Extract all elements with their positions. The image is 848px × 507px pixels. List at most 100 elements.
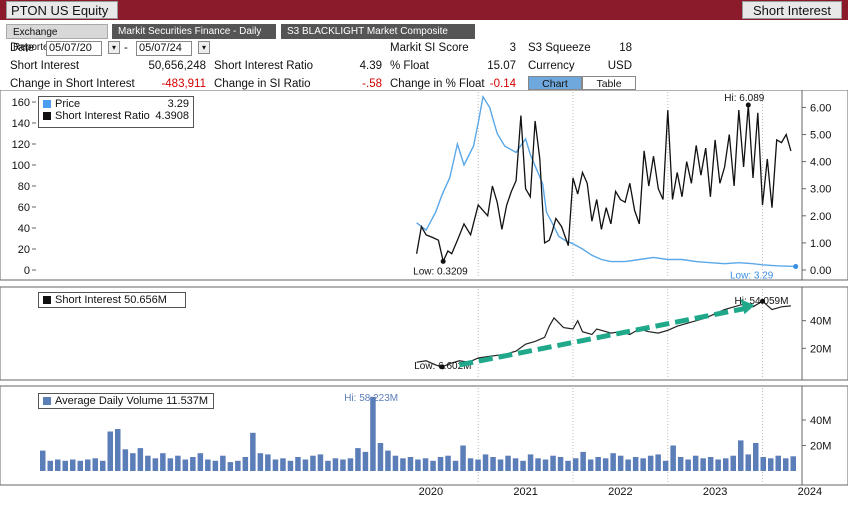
volume-bar — [227, 462, 234, 471]
volume-bar — [662, 460, 669, 471]
price-ratio-legend: Price 3.29 Short Interest Ratio 4.3908 — [38, 96, 194, 128]
volume-bar — [692, 455, 699, 471]
change-ratio-label: Change in SI Ratio — [214, 78, 311, 90]
volume-bar — [175, 455, 181, 471]
volume-bar — [107, 431, 113, 471]
currency-label: Currency — [528, 60, 575, 72]
volume-bar — [475, 459, 481, 471]
volume-bar — [610, 453, 616, 471]
ticker-label[interactable]: PTON US Equity — [6, 1, 118, 19]
price-legend-value: 3.29 — [167, 98, 189, 110]
right-tick-label: 6.00 — [810, 102, 831, 114]
volume-bar — [625, 459, 631, 471]
left-tick-label: 140 — [12, 118, 30, 130]
volume-bar — [723, 458, 729, 471]
volume-bar — [783, 458, 789, 471]
volume-bar — [287, 460, 294, 471]
short-interest-value: 50,656,248 — [148, 60, 206, 72]
tab-s3-blacklight[interactable]: S3 BLACKLIGHT Market Composite Rate — [281, 24, 475, 52]
si-tick-label: 40M — [810, 316, 831, 328]
table-toggle[interactable]: Table — [582, 76, 636, 90]
volume-bar — [347, 458, 354, 471]
volume-bar — [280, 458, 286, 471]
left-tick-label: 0 — [24, 265, 30, 277]
volume-bar — [257, 453, 264, 471]
volume-bar — [557, 457, 564, 471]
left-tick-label: 60 — [18, 202, 30, 214]
panel-frame — [0, 90, 848, 281]
short-interest-legend: Short Interest 50.656M — [38, 292, 186, 308]
volume-bar — [580, 451, 586, 471]
short-interest-ratio-line — [415, 104, 792, 264]
volume-bar — [542, 459, 549, 471]
volume-bar — [302, 459, 309, 471]
volume-bar — [235, 460, 241, 471]
panel-frame — [0, 286, 848, 381]
price-legend-label: Price — [55, 98, 81, 110]
date-from-input[interactable]: 05/07/20 — [46, 41, 102, 56]
volume-bar — [242, 457, 249, 471]
volume-bar — [452, 460, 459, 471]
right-tick-label: 2.00 — [810, 211, 831, 223]
volume-bar — [677, 457, 684, 471]
price-line — [416, 94, 796, 268]
short-interest-label: Short Interest — [10, 60, 80, 72]
markit-value: 3 — [509, 42, 516, 54]
x-year-label: 2023 — [703, 486, 727, 498]
volume-bar — [760, 457, 766, 471]
si-hi-marker — [760, 298, 766, 304]
volume-bar — [250, 432, 256, 471]
squeeze-label: S3 Squeeze — [528, 42, 591, 54]
volume-bar — [167, 458, 174, 471]
volume-bar — [130, 453, 136, 471]
volume-legend: Average Daily Volume 11.537M — [38, 393, 214, 409]
change-ratio-value: -.58 — [362, 78, 382, 90]
date-label: Date — [10, 42, 35, 54]
calendar-from-icon[interactable]: ▾ — [108, 41, 120, 54]
volume-bar — [137, 448, 144, 471]
volume-bar — [775, 455, 781, 471]
volume-bar — [392, 455, 399, 471]
x-year-label: 2021 — [513, 486, 537, 498]
volume-bar — [197, 453, 204, 471]
volume-bar — [685, 459, 691, 471]
volume-bar — [467, 458, 474, 471]
volume-bar — [325, 460, 331, 471]
volume-bar — [92, 458, 98, 471]
volume-swatch — [43, 397, 51, 406]
volume-bar — [47, 460, 53, 471]
change-float-label: Change in % Float — [390, 78, 485, 90]
volume-bar — [565, 460, 571, 471]
title-bar — [0, 0, 848, 20]
date-to-input[interactable]: 05/07/24 — [136, 41, 192, 56]
volume-bar — [400, 458, 406, 471]
ratio-legend-label: Short Interest Ratio — [55, 110, 150, 122]
volume-bar — [640, 458, 646, 471]
volume-bar — [190, 457, 196, 471]
volume-bar — [362, 451, 369, 471]
si-low-annotation: Low: 6.602M — [414, 361, 471, 372]
volume-bar — [647, 455, 654, 471]
hi-annotation: Hi: 6.089 — [724, 93, 764, 104]
volume-tick-label: 40M — [810, 415, 831, 427]
hi-marker — [745, 102, 751, 108]
calendar-to-icon[interactable]: ▾ — [198, 41, 210, 54]
short-interest-line — [416, 300, 791, 368]
volume-bar — [632, 457, 639, 471]
price-low-annotation: Low: 3.29 — [730, 271, 774, 282]
tab-exchange-reported[interactable]: Exchange Reported — [6, 24, 108, 53]
chart-toggle[interactable]: Chart — [528, 76, 582, 90]
volume-bar — [332, 458, 339, 471]
squeeze-value: 18 — [619, 42, 632, 54]
volume-bar — [490, 457, 496, 471]
volume-bar — [730, 455, 736, 471]
ratio-swatch — [43, 112, 51, 121]
volume-bar — [265, 454, 271, 471]
volume-bar — [715, 459, 721, 471]
ratio-legend-value: 4.3908 — [155, 110, 189, 122]
volume-panel: 20M 40M Hi: 58.223M 2020 2021 2022 2023 2024 — [40, 388, 831, 498]
volume-bar — [122, 449, 129, 471]
volume-bar — [520, 460, 526, 471]
volume-bar — [407, 457, 414, 471]
tab-markit-daily[interactable]: Markit Securities Finance - Daily — [112, 24, 276, 39]
